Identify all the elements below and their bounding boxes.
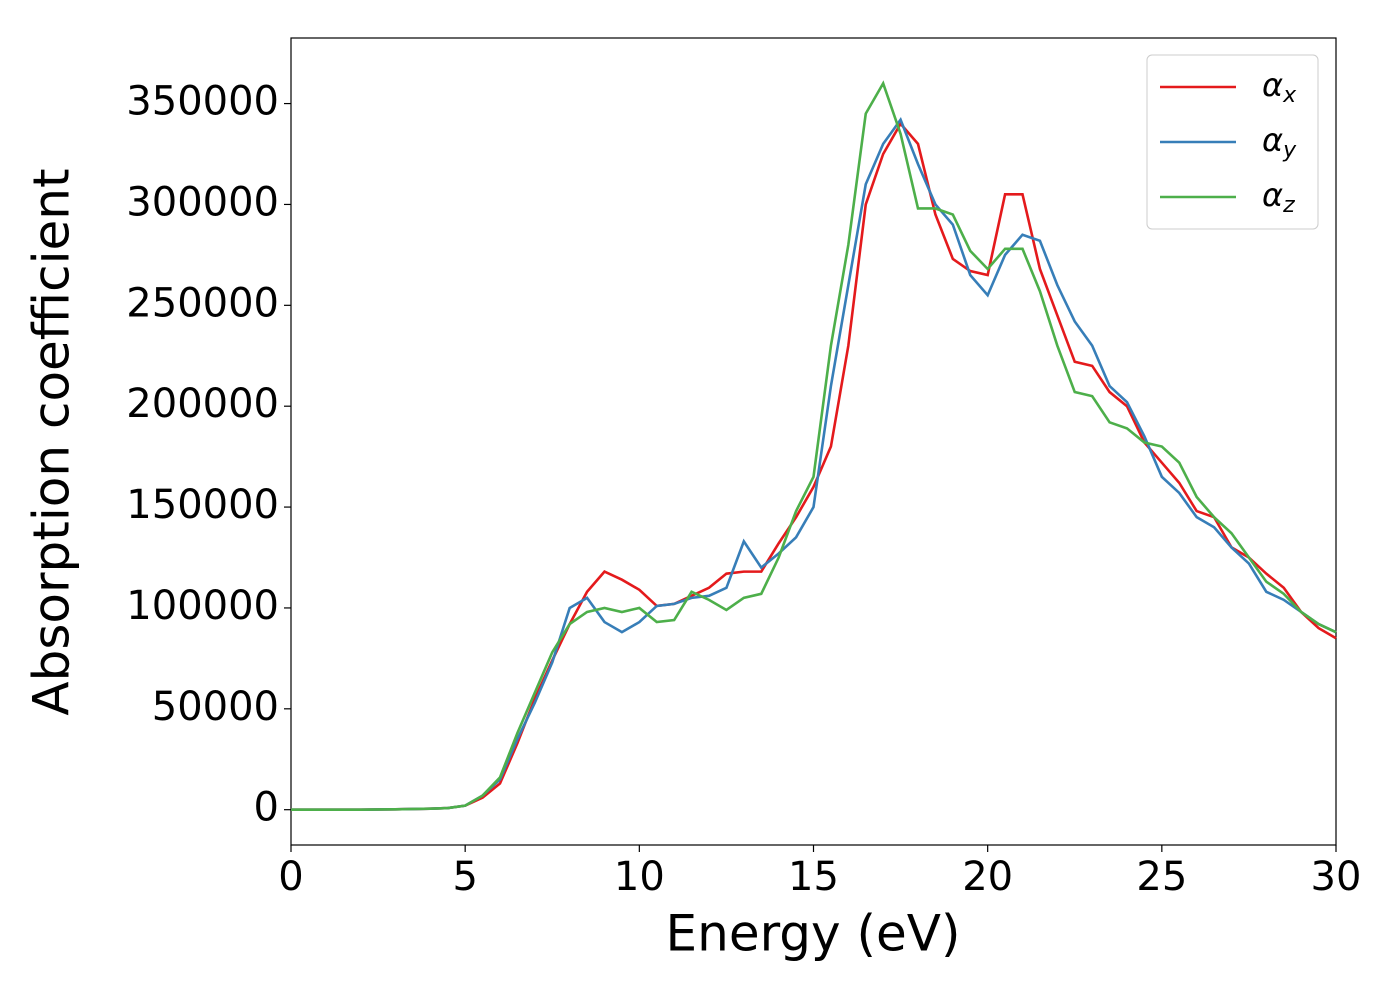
y-axis-label: Absorption coefficient	[23, 168, 81, 715]
legend-label: αy	[1262, 121, 1297, 163]
x-tick-label: 10	[614, 854, 665, 900]
y-tick-label: 100000	[126, 583, 279, 629]
x-tick-label: 0	[278, 854, 303, 900]
y-tick-label: 0	[254, 785, 279, 831]
data-line	[291, 80, 1337, 811]
x-tick-label: 5	[452, 854, 477, 900]
y-tick-label: 150000	[126, 482, 279, 528]
y-tick-label: 200000	[126, 381, 279, 427]
x-tick-label: 25	[1136, 854, 1187, 900]
data-line	[291, 117, 1337, 811]
x-tick-label: 30	[1311, 854, 1362, 900]
legend-label: αz	[1262, 176, 1295, 218]
y-tick-label: 350000	[126, 79, 279, 125]
x-tick-label: 20	[962, 854, 1013, 900]
y-tick-label: 250000	[126, 280, 279, 326]
x-axis-label: Energy (eV)	[666, 905, 961, 963]
y-tick-label: 300000	[126, 179, 279, 225]
legend-label: αx	[1262, 66, 1297, 108]
y-tick-label: 50000	[152, 684, 279, 730]
x-tick-label: 15	[788, 854, 839, 900]
